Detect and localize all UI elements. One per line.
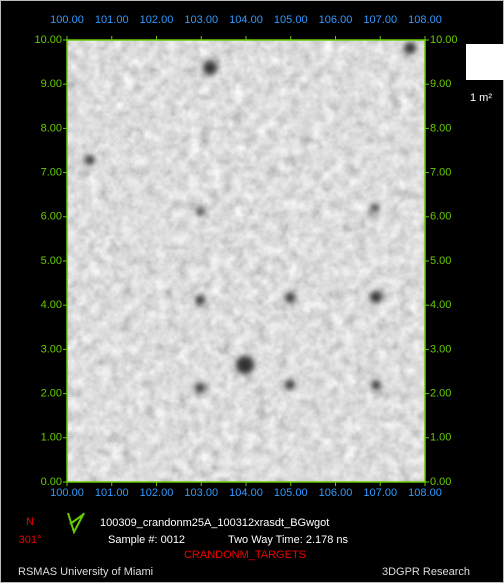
bottom-tick-label: 104.00 (229, 487, 263, 499)
top-tick-label: 100.00 (50, 14, 84, 26)
left-tick-label: 8.00 (41, 122, 62, 134)
sample-label: Sample #: 0012 (108, 534, 185, 546)
top-tick-label: 107.00 (363, 14, 397, 26)
left-tick-label: 1.00 (41, 432, 62, 444)
bottom-tick-label: 103.00 (184, 487, 218, 499)
right-tick-label: 1.00 (430, 432, 451, 444)
left-tick-label: 5.00 (41, 255, 62, 267)
right-tick-label: 7.00 (430, 167, 451, 179)
file-name: 100309_crandonm25A_100312xrasdt_BGwgot (100, 517, 329, 529)
left-tick-label: 6.00 (41, 211, 62, 223)
right-tick-label: 2.00 (430, 388, 451, 400)
heading-label: 301° (19, 534, 42, 546)
right-tick-label: 6.00 (430, 211, 451, 223)
left-tick-label: 10.00 (34, 34, 62, 46)
institution-label: RSMAS University of Miami (18, 566, 153, 578)
left-tick-label: 9.00 (41, 78, 62, 90)
bottom-tick-label: 106.00 (319, 487, 353, 499)
bottom-tick-label: 102.00 (140, 487, 174, 499)
top-tick-label: 102.00 (140, 14, 174, 26)
bottom-tick-label: 101.00 (95, 487, 129, 499)
scale-box (466, 44, 504, 80)
top-tick-label: 101.00 (95, 14, 129, 26)
left-tick-label: 0.00 (41, 476, 62, 488)
top-tick-label: 108.00 (408, 14, 442, 26)
radar-image (67, 40, 425, 482)
left-tick-label: 7.00 (41, 167, 62, 179)
left-tick-label: 2.00 (41, 388, 62, 400)
scale-label: 1 m² (470, 92, 492, 104)
right-tick-label: 4.00 (430, 299, 451, 311)
gpr-view: 1 m² 100.00 101.00 102.00 103.00 104.00 105.0… (0, 0, 504, 583)
right-tick-label: 10.00 (430, 34, 458, 46)
right-tick-label: 5.00 (430, 255, 451, 267)
north-label: N (26, 516, 34, 528)
time-label: Two Way Time: 2.178 ns (228, 534, 349, 546)
bottom-tick-label: 107.00 (363, 487, 397, 499)
right-tick-label: 8.00 (430, 122, 451, 134)
page: 1 m² 100.00 101.00 102.00 103.00 104.00 105.0… (0, 0, 504, 583)
right-tick-label: 9.00 (430, 78, 451, 90)
bottom-tick-label: 108.00 (408, 487, 442, 499)
top-tick-label: 103.00 (184, 14, 218, 26)
bottom-tick-label: 100.00 (50, 487, 84, 499)
project-label: CRANDONM_TARGETS (184, 549, 306, 561)
right-tick-label: 3.00 (430, 343, 451, 355)
top-tick-label: 105.00 (274, 14, 308, 26)
bottom-tick-label: 105.00 (274, 487, 308, 499)
right-tick-label: 0.00 (430, 476, 451, 488)
credit-label: 3DGPR Research (382, 566, 470, 578)
left-tick-label: 4.00 (41, 299, 62, 311)
top-tick-label: 104.00 (229, 14, 263, 26)
left-tick-label: 3.00 (41, 343, 62, 355)
top-tick-label: 106.00 (319, 14, 353, 26)
